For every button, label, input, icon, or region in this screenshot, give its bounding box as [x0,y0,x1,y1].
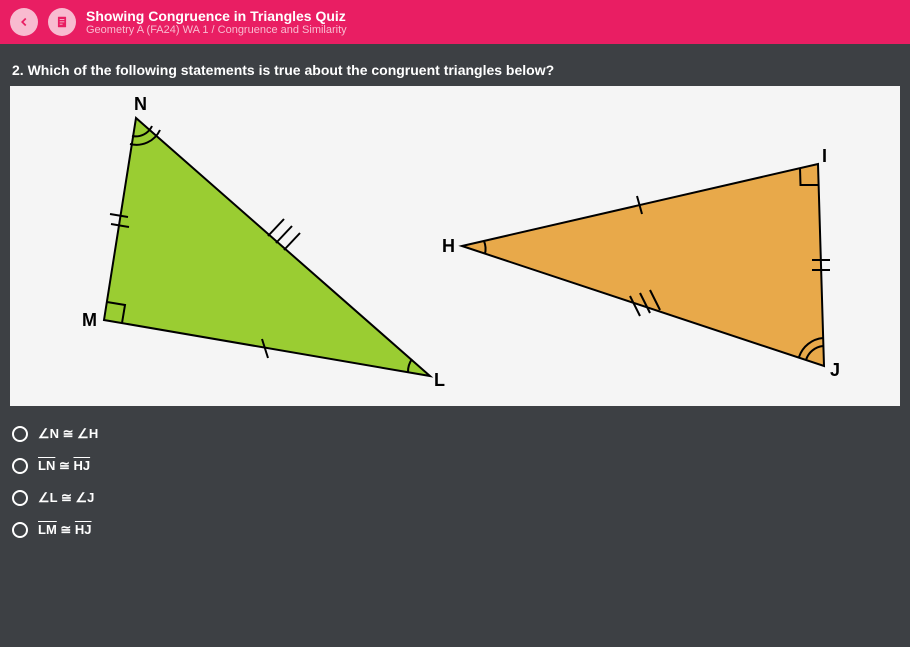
label-l: L [434,370,445,390]
triangle-hij [462,164,824,366]
triangle-figure: N M L H I J [10,86,900,406]
radio-icon [12,426,28,442]
question-body: Which of the following statements is tru… [28,62,555,78]
quiz-breadcrumb: Geometry A (FA24) WA 1 / Congruence and … [86,24,347,36]
triangles-svg: N M L H I J [10,86,900,406]
option-a[interactable]: ∠N ≅ ∠H [12,426,898,442]
option-b[interactable]: LN ≅ HJ [12,458,898,474]
radio-icon [12,522,28,538]
option-c[interactable]: ∠L ≅ ∠J [12,490,898,506]
label-j: J [830,360,840,380]
arrow-left-icon [17,15,31,29]
document-icon [48,8,76,36]
option-d-label: LM ≅ HJ [38,522,92,538]
radio-icon [12,490,28,506]
question-number: 2. [12,62,24,78]
label-i: I [822,146,827,166]
label-m: M [82,310,97,330]
option-b-label: LN ≅ HJ [38,458,90,474]
question-text: 2. Which of the following statements is … [0,44,910,86]
quiz-title: Showing Congruence in Triangles Quiz [86,8,347,24]
back-button[interactable] [10,8,38,36]
answer-options: ∠N ≅ ∠H LN ≅ HJ ∠L ≅ ∠J LM ≅ HJ [0,406,910,574]
option-a-label: ∠N ≅ ∠H [38,426,98,442]
header-bar: Showing Congruence in Triangles Quiz Geo… [0,0,910,44]
triangle-nml [104,118,430,376]
option-c-label: ∠L ≅ ∠J [38,490,94,506]
label-h: H [442,236,455,256]
header-text: Showing Congruence in Triangles Quiz Geo… [86,8,347,36]
option-d[interactable]: LM ≅ HJ [12,522,898,538]
radio-icon [12,458,28,474]
label-n: N [134,94,147,114]
